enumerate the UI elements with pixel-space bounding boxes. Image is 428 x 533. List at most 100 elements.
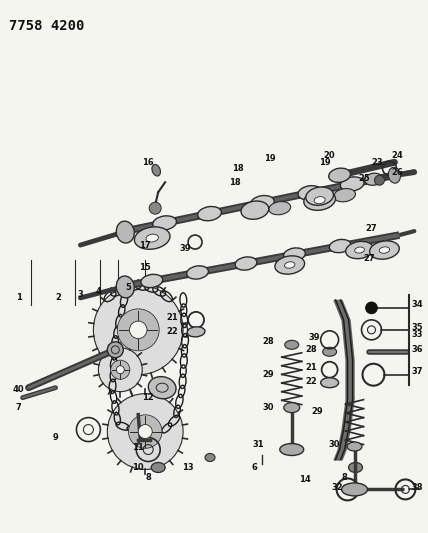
Text: 34: 34 bbox=[412, 301, 423, 309]
Text: 38: 38 bbox=[412, 483, 423, 492]
Circle shape bbox=[98, 348, 142, 392]
Circle shape bbox=[107, 342, 123, 358]
Circle shape bbox=[116, 366, 124, 374]
Ellipse shape bbox=[329, 168, 351, 182]
Ellipse shape bbox=[187, 327, 205, 337]
Text: 32: 32 bbox=[332, 483, 343, 492]
Text: 30: 30 bbox=[262, 403, 273, 412]
Circle shape bbox=[374, 175, 384, 185]
Text: 22: 22 bbox=[166, 327, 178, 336]
Text: 13: 13 bbox=[182, 463, 194, 472]
Text: 14: 14 bbox=[299, 475, 311, 484]
Circle shape bbox=[149, 202, 161, 214]
Circle shape bbox=[366, 302, 377, 314]
Ellipse shape bbox=[146, 234, 158, 242]
Ellipse shape bbox=[285, 340, 299, 349]
Text: 39: 39 bbox=[179, 244, 191, 253]
Text: 28: 28 bbox=[306, 345, 318, 354]
Text: 21: 21 bbox=[306, 363, 318, 372]
Text: 27: 27 bbox=[366, 224, 377, 232]
Ellipse shape bbox=[314, 197, 325, 204]
Text: 4: 4 bbox=[95, 287, 101, 296]
Ellipse shape bbox=[284, 402, 300, 413]
Ellipse shape bbox=[235, 257, 257, 270]
Ellipse shape bbox=[148, 377, 176, 399]
Text: 8: 8 bbox=[342, 473, 348, 482]
Ellipse shape bbox=[347, 442, 362, 451]
Text: 20: 20 bbox=[324, 151, 336, 160]
Text: 2: 2 bbox=[56, 294, 62, 302]
Ellipse shape bbox=[250, 196, 274, 210]
Text: 7758 4200: 7758 4200 bbox=[9, 19, 84, 33]
Ellipse shape bbox=[355, 247, 364, 253]
Ellipse shape bbox=[152, 165, 160, 176]
Ellipse shape bbox=[329, 239, 351, 253]
Text: 3: 3 bbox=[77, 290, 83, 300]
Text: 29: 29 bbox=[262, 370, 273, 379]
Ellipse shape bbox=[323, 348, 336, 356]
Text: 5: 5 bbox=[125, 284, 131, 293]
Ellipse shape bbox=[342, 483, 368, 496]
Text: 26: 26 bbox=[392, 168, 403, 177]
Text: 9: 9 bbox=[53, 433, 58, 442]
Ellipse shape bbox=[269, 201, 291, 215]
Circle shape bbox=[111, 360, 130, 379]
Text: 7: 7 bbox=[16, 403, 21, 412]
Ellipse shape bbox=[141, 274, 163, 288]
Ellipse shape bbox=[241, 201, 269, 219]
Ellipse shape bbox=[365, 173, 382, 185]
Ellipse shape bbox=[198, 206, 221, 221]
Text: 8: 8 bbox=[146, 473, 151, 482]
Ellipse shape bbox=[304, 190, 336, 211]
Ellipse shape bbox=[280, 443, 304, 456]
Text: 1: 1 bbox=[16, 294, 21, 302]
Circle shape bbox=[93, 285, 183, 375]
Circle shape bbox=[128, 415, 162, 448]
Text: 18: 18 bbox=[229, 177, 241, 187]
Circle shape bbox=[107, 394, 183, 470]
Text: 28: 28 bbox=[262, 337, 273, 346]
Text: 36: 36 bbox=[412, 345, 423, 354]
Ellipse shape bbox=[340, 177, 364, 191]
Ellipse shape bbox=[284, 248, 305, 261]
Ellipse shape bbox=[285, 262, 295, 268]
Text: 35: 35 bbox=[412, 324, 423, 333]
Ellipse shape bbox=[116, 221, 134, 243]
Ellipse shape bbox=[346, 241, 373, 259]
Ellipse shape bbox=[334, 189, 355, 202]
Text: 18: 18 bbox=[232, 164, 244, 173]
Text: 6: 6 bbox=[252, 463, 258, 472]
Ellipse shape bbox=[187, 266, 208, 279]
Text: 19: 19 bbox=[264, 154, 276, 163]
Ellipse shape bbox=[275, 256, 305, 274]
Text: 12: 12 bbox=[143, 393, 154, 402]
Text: 17: 17 bbox=[140, 240, 151, 249]
Ellipse shape bbox=[151, 463, 165, 472]
Text: 40: 40 bbox=[13, 385, 24, 394]
Ellipse shape bbox=[379, 247, 389, 253]
Ellipse shape bbox=[298, 185, 322, 200]
Text: 23: 23 bbox=[372, 158, 383, 167]
Text: 22: 22 bbox=[306, 377, 318, 386]
Text: 30: 30 bbox=[329, 440, 340, 449]
Text: 21: 21 bbox=[166, 313, 178, 322]
Text: 10: 10 bbox=[132, 463, 144, 472]
Text: 15: 15 bbox=[140, 263, 151, 272]
Text: 19: 19 bbox=[319, 158, 330, 167]
Ellipse shape bbox=[348, 463, 363, 472]
Text: 33: 33 bbox=[412, 330, 423, 340]
Ellipse shape bbox=[153, 216, 176, 230]
Ellipse shape bbox=[306, 187, 333, 205]
Circle shape bbox=[138, 425, 152, 439]
Ellipse shape bbox=[116, 276, 134, 298]
Circle shape bbox=[117, 309, 159, 351]
Text: 11: 11 bbox=[132, 443, 144, 452]
Text: 29: 29 bbox=[312, 407, 324, 416]
Text: 31: 31 bbox=[252, 440, 264, 449]
Ellipse shape bbox=[321, 378, 339, 387]
Ellipse shape bbox=[388, 167, 401, 183]
Ellipse shape bbox=[134, 227, 170, 249]
Circle shape bbox=[130, 321, 147, 338]
Ellipse shape bbox=[370, 241, 399, 259]
Ellipse shape bbox=[205, 454, 215, 462]
